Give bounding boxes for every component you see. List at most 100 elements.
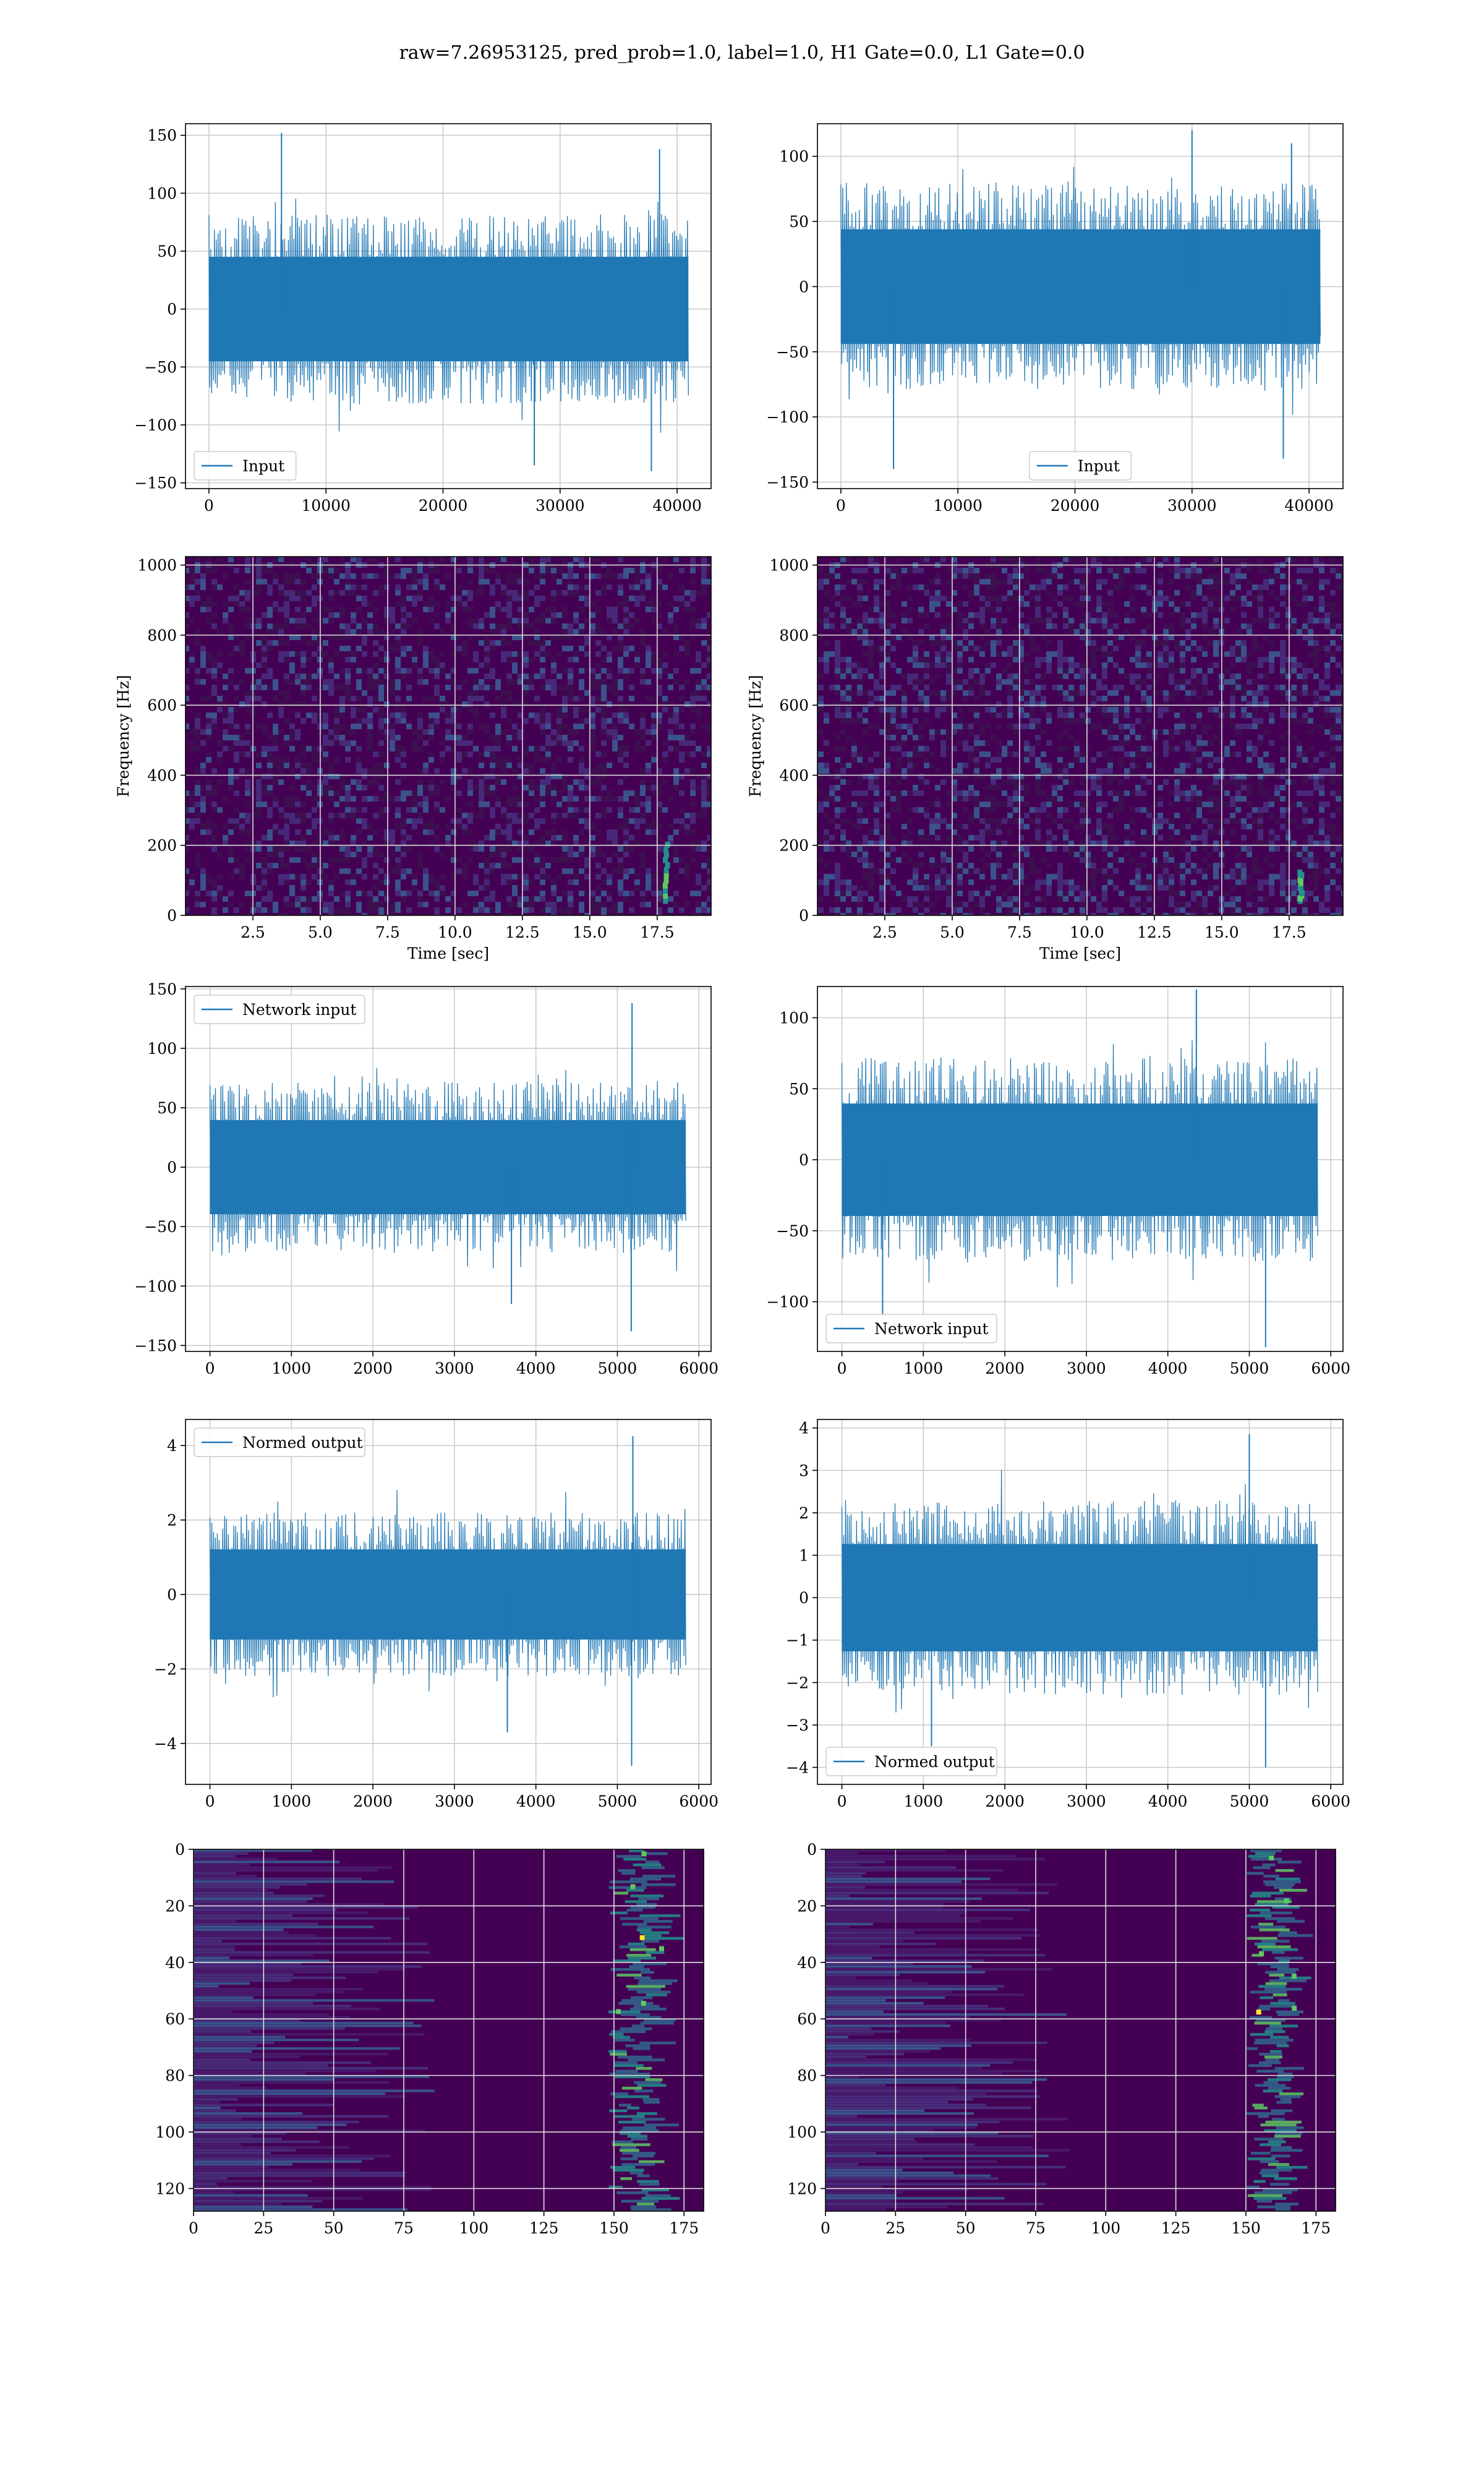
feature-streak — [194, 2084, 240, 2087]
feature-streak — [194, 2194, 308, 2197]
feature-streak — [825, 2134, 1033, 2138]
axes-frame — [817, 1419, 1344, 1785]
legend-box — [194, 451, 297, 481]
feature-streak — [825, 2106, 1031, 2110]
feature-active-cell — [1278, 1959, 1290, 1963]
feature-active-cell — [1261, 2174, 1279, 2178]
feature-active-cell — [1269, 2050, 1282, 2053]
feature-active-cell — [638, 1925, 672, 1928]
series-core-band — [208, 257, 689, 362]
feature-hot-spot — [630, 1884, 636, 1890]
x-tick-label: 12.5 — [505, 923, 540, 941]
axes-frame — [185, 1419, 712, 1785]
feature-hot-spot — [659, 1946, 664, 1951]
feature-active-cell — [1258, 2061, 1281, 2065]
x-tick-label: 6000 — [679, 1792, 719, 1810]
feature-active-cell — [634, 2089, 654, 2093]
feature-streak — [825, 1931, 915, 1934]
feature-active-cell — [1256, 1900, 1292, 1903]
feature-streak — [194, 1866, 392, 1869]
feature-streak — [194, 2165, 270, 2168]
y-tick-label: −4 — [786, 1759, 809, 1777]
y-tick-label: −150 — [766, 473, 809, 491]
feature-active-cell — [626, 1908, 643, 1912]
feature-streak — [825, 2024, 951, 2027]
x-tick-label: 2000 — [985, 1792, 1025, 1810]
feature-active-cell — [1263, 2089, 1283, 2093]
feature-streak — [825, 1920, 981, 1923]
feature-active-cell — [609, 2073, 650, 2076]
feature-active-cell — [620, 2146, 637, 2149]
feature-streak — [194, 2064, 328, 2067]
feature-streak — [194, 1945, 236, 1948]
chirp-cell — [665, 841, 670, 848]
feature-streak — [825, 1937, 1022, 1940]
feature-streak — [825, 1860, 885, 1864]
feature-active-cell — [1274, 2132, 1303, 2135]
feature-active-cell — [627, 2134, 647, 2138]
feature-streak — [825, 1888, 1018, 1892]
feature-streak — [194, 1855, 236, 1858]
axes-frame — [817, 986, 1344, 1352]
feature-active-cell — [640, 1971, 654, 1974]
feature-streak — [825, 2035, 849, 2039]
y-tick-label: 0 — [799, 907, 809, 925]
feature-streak — [825, 1914, 961, 1917]
feature-streak — [825, 2089, 1038, 2092]
feature-active-cell — [1273, 1886, 1293, 1889]
x-tick-label: 2000 — [353, 1792, 393, 1810]
feature-streak — [194, 1917, 410, 1920]
feature-streak — [825, 1883, 1057, 1886]
feature-streak — [825, 2104, 987, 2107]
feature-streak — [194, 2044, 257, 2047]
feature-streak — [825, 2168, 903, 2172]
feature-active-cell — [644, 1934, 662, 1937]
chart-norm-h1: 0 1000 2000 3000 4000 5000 6000 −4 −2 0 2 4 Normed o… — [154, 1419, 719, 1810]
feature-active-cell — [1279, 2092, 1304, 2095]
feature-streak — [194, 1872, 236, 1875]
chart-spec-h1: 2.5 5.0 7.5 10.0 12.5 15.0 17.5 0 200 400 600 800 10… — [114, 556, 712, 962]
x-tick-label: 100 — [459, 2219, 488, 2237]
y-tick-label: 4 — [799, 1419, 809, 1437]
x-tick-label: 10.0 — [1070, 923, 1104, 941]
feature-streak — [194, 1987, 363, 1991]
feature-active-cell — [641, 1940, 660, 1943]
feature-active-cell — [1252, 2104, 1264, 2107]
feature-active-cell — [628, 1849, 644, 1852]
y-tick-label: 60 — [165, 2010, 185, 2028]
feature-streak — [825, 2053, 905, 2056]
feature-streak — [825, 1962, 913, 1965]
y-tick-label: 3 — [799, 1462, 809, 1479]
x-tick-label: 2000 — [353, 1359, 393, 1377]
feature-streak — [825, 2073, 1003, 2076]
y-tick-label: 100 — [147, 1040, 177, 1058]
feature-active-cell — [1276, 1920, 1305, 1923]
feature-active-cell — [1252, 1954, 1263, 1957]
x-tick-label: 3000 — [1067, 1359, 1106, 1377]
feature-streak — [194, 1849, 313, 1852]
feature-active-cell — [1264, 2129, 1297, 2133]
feature-streak — [194, 1922, 318, 1925]
feature-streak — [194, 1976, 346, 1979]
x-tick-label: 17.5 — [640, 923, 675, 941]
feature-streak — [825, 1954, 1046, 1957]
feature-streak — [825, 2154, 1049, 2157]
feature-active-cell — [628, 2058, 665, 2061]
axes-frame — [185, 556, 712, 916]
x-tick-label: 4000 — [516, 1359, 556, 1377]
x-tick-label: 0 — [821, 2219, 830, 2237]
x-tick-label: 6000 — [679, 1359, 719, 1377]
feature-active-cell — [608, 1886, 647, 1889]
feature-hot-spot — [641, 2000, 646, 2006]
feature-streak — [194, 2007, 380, 2011]
feature-active-cell — [1279, 1888, 1307, 1892]
legend: Input — [1028, 451, 1132, 481]
y-axis-label: Frequency [Hz] — [746, 675, 764, 797]
feature-active-cell — [1269, 2183, 1289, 2186]
feature-streak — [194, 2168, 360, 2172]
feature-active-cell — [633, 2047, 650, 2050]
feature-active-cell — [1265, 1982, 1287, 1985]
feature-streak — [825, 1906, 943, 1909]
feature-streak — [194, 2019, 301, 2022]
y-tick-label: 1000 — [769, 557, 809, 575]
